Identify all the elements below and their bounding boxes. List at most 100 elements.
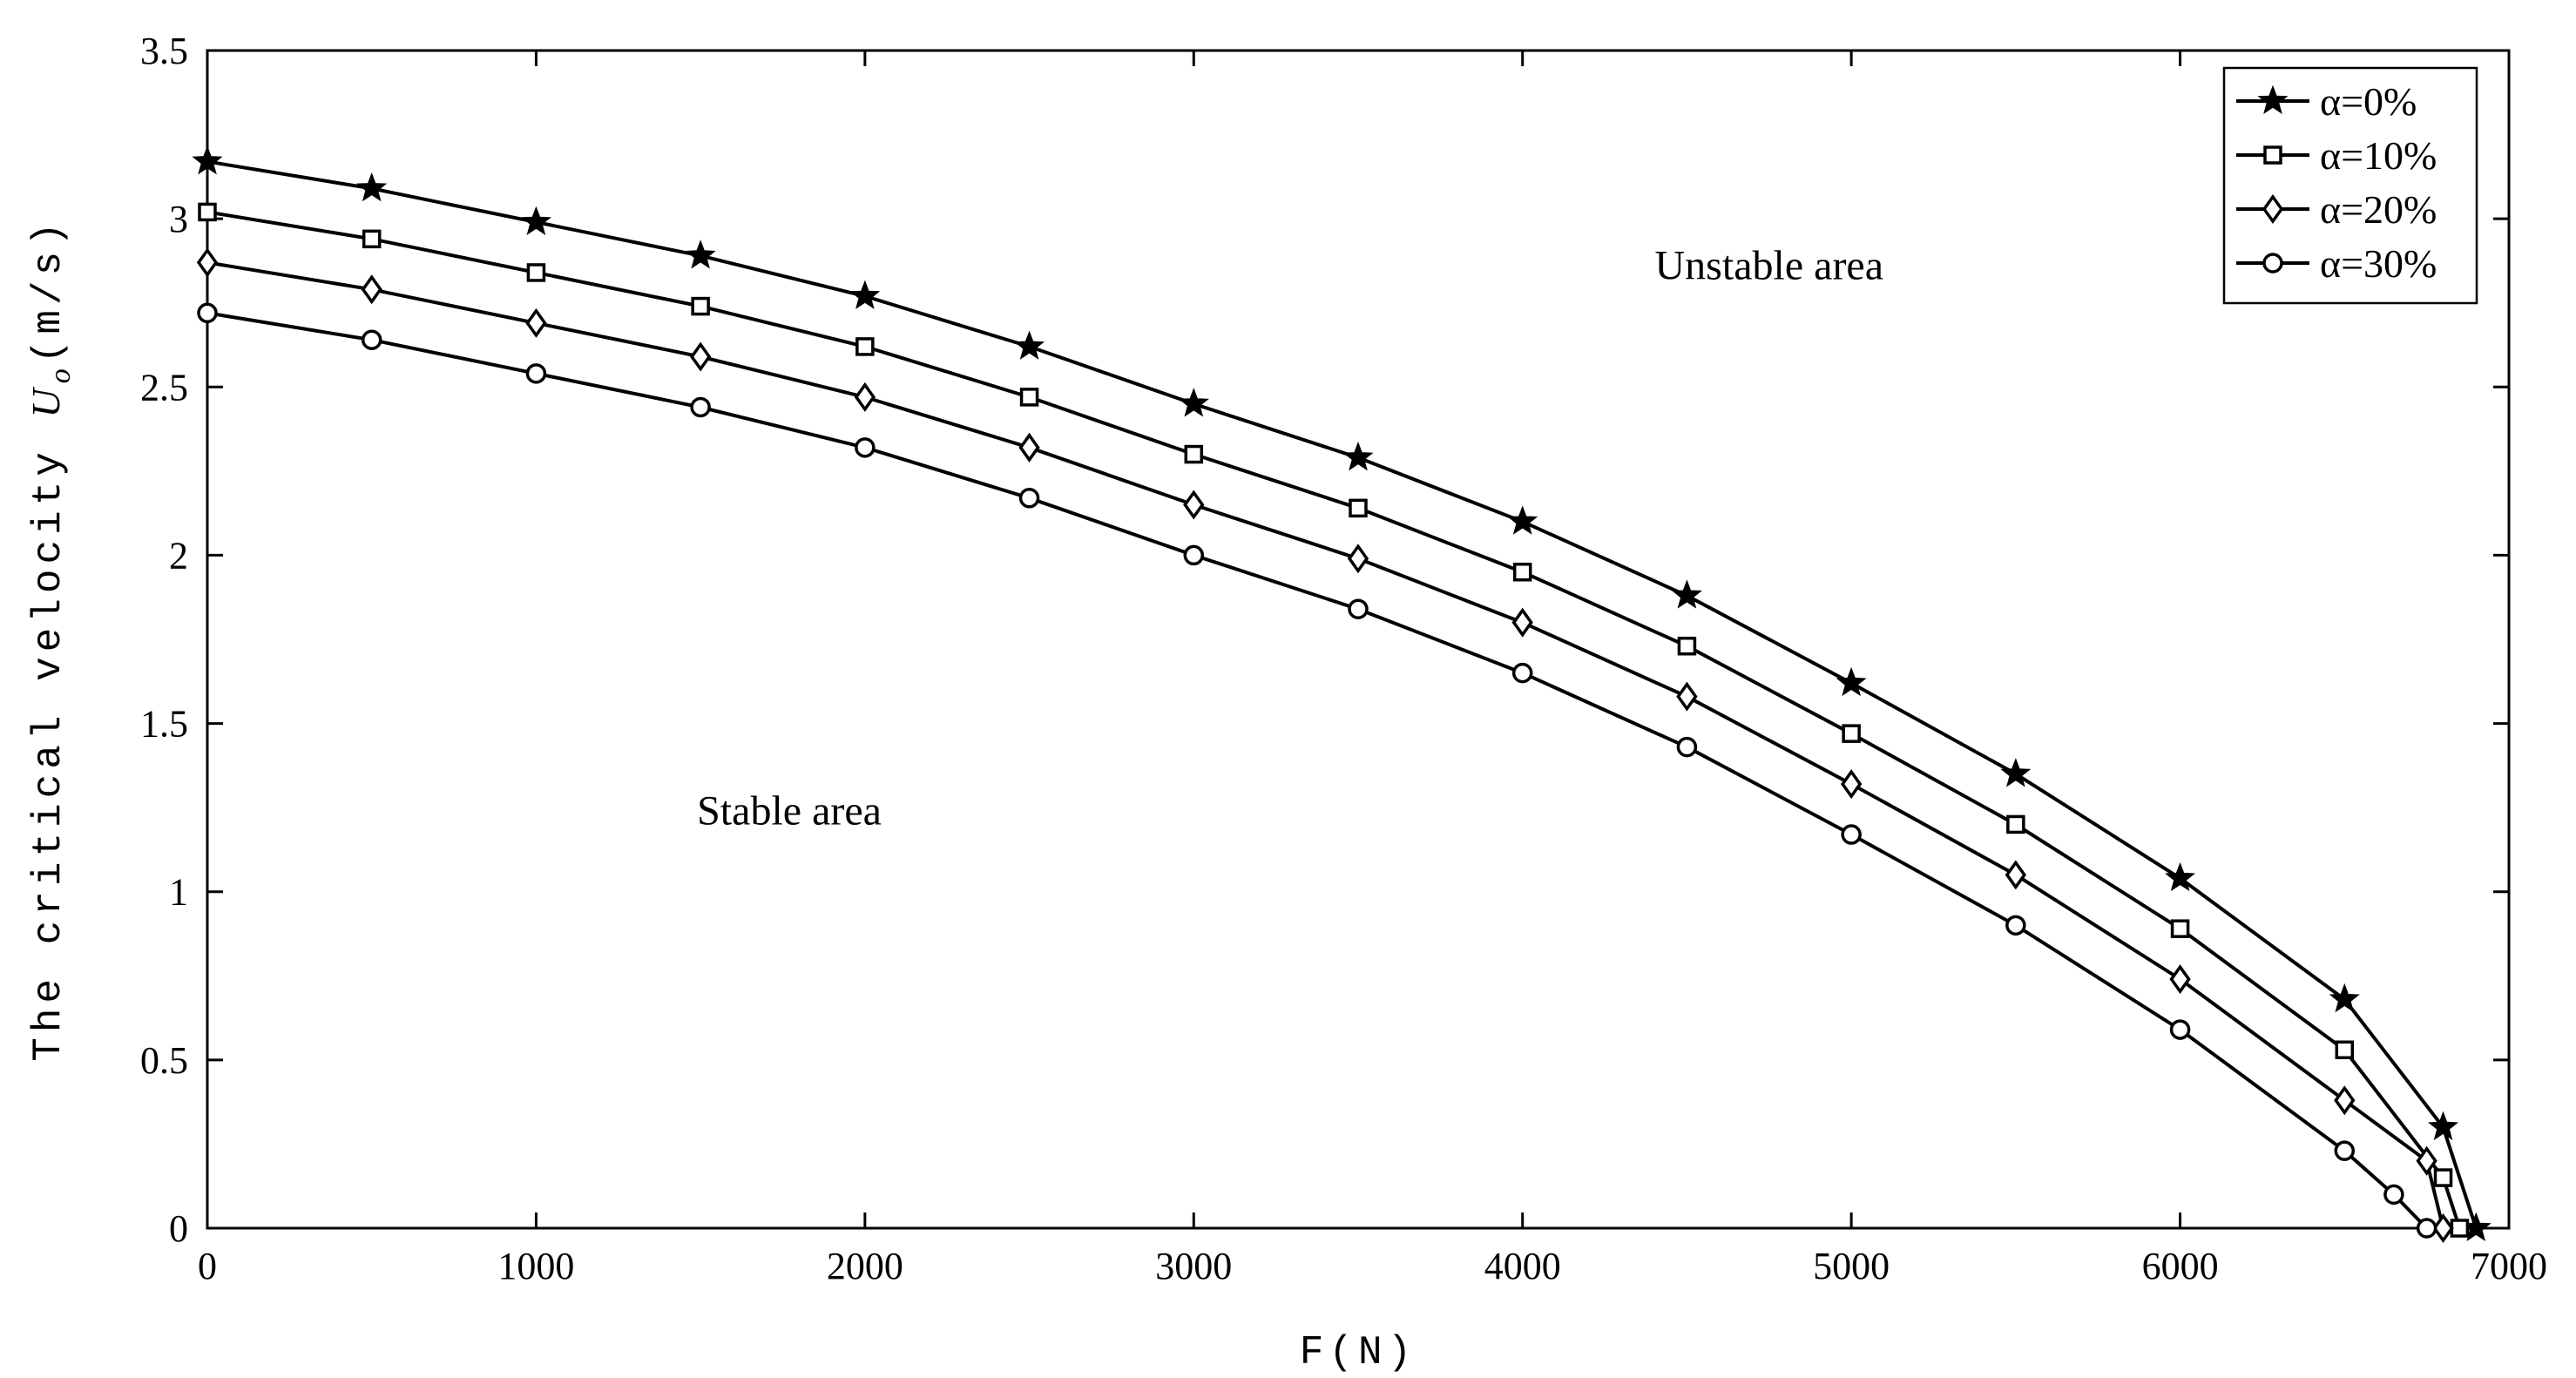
annotation-layer: Unstable area Stable area	[697, 243, 1883, 834]
series-line	[206, 260, 2445, 1229]
data-point-marker	[1507, 505, 1538, 535]
data-point-marker	[2427, 1111, 2459, 1141]
axis-ticks: 0 1000 2000 3000 4000 5000 6000 7000 0 0.5 1 1.5 2 2.…	[140, 30, 2547, 1287]
data-point-marker	[2416, 1218, 2437, 1239]
plot-frame	[206, 49, 2511, 1230]
data-point-marker	[2432, 1213, 2454, 1244]
data-point-marker	[192, 145, 223, 175]
data-point-marker	[2334, 1140, 2356, 1161]
data-point-marker	[854, 382, 876, 412]
data-point-marker	[525, 363, 547, 384]
legend-label: α=20%	[2320, 187, 2437, 232]
legend-marker	[2257, 84, 2289, 114]
data-point-marker	[2334, 1085, 2356, 1116]
data-point-marker	[1349, 498, 1368, 518]
data-point-marker	[2000, 758, 2032, 787]
y-tick-label: 2	[169, 534, 188, 577]
series-2	[198, 202, 2470, 1238]
x-tick-label: 6000	[2142, 1245, 2219, 1287]
x-tick-label: 5000	[1813, 1245, 1890, 1287]
data-point-marker	[2416, 1145, 2437, 1176]
data-point-marker	[1347, 544, 1369, 574]
data-point-marker	[1183, 544, 1205, 566]
data-point-marker	[356, 172, 388, 202]
data-point-marker	[1841, 824, 1862, 845]
x-tick-label: 7000	[2471, 1245, 2547, 1287]
y-tick-label: 3.5	[140, 30, 188, 72]
data-point-marker	[2005, 915, 2026, 936]
data-point-marker	[2006, 814, 2025, 834]
data-point-marker	[2169, 964, 2191, 995]
data-point-marker	[1183, 490, 1205, 520]
data-point-marker	[1018, 488, 1040, 509]
data-point-marker	[2165, 861, 2196, 892]
legend-marker	[2262, 253, 2283, 274]
x-tick-label: 1000	[497, 1245, 574, 1287]
data-point-marker	[1342, 441, 1374, 471]
data-point-marker	[361, 274, 382, 305]
data-point-marker	[1348, 598, 1369, 619]
data-point-marker	[362, 229, 382, 249]
legend: α=0% α=10% α=20% α=30%	[2222, 66, 2478, 305]
data-point-marker	[689, 341, 712, 372]
data-point-marker	[1836, 666, 1867, 697]
data-point-marker	[690, 396, 711, 418]
y-tick-label: 1.5	[140, 703, 188, 746]
legend-marker	[2262, 193, 2284, 225]
data-point-marker	[1512, 562, 1532, 582]
x-tick-label: 2000	[827, 1245, 903, 1287]
data-point-marker	[1018, 432, 1040, 463]
data-point-marker	[525, 307, 547, 338]
data-point-marker	[1178, 388, 1209, 417]
data-point-marker	[1014, 330, 1045, 360]
legend-label: α=30%	[2320, 241, 2437, 286]
series-line	[206, 159, 2478, 1229]
data-point-marker	[2383, 1184, 2404, 1206]
data-point-marker	[2433, 1168, 2453, 1187]
data-point-marker	[855, 337, 875, 356]
series-1	[192, 145, 2491, 1241]
legend-marker	[2263, 145, 2282, 165]
data-point-marker	[526, 263, 546, 282]
legend-label: α=0%	[2320, 79, 2417, 124]
y-axis-title-unit: (m/s)	[26, 217, 71, 363]
y-tick-label: 0.5	[140, 1039, 188, 1082]
y-tick-label: 2.5	[140, 366, 188, 409]
series-3	[196, 247, 2454, 1244]
data-point-marker	[198, 202, 217, 222]
data-point-marker	[1676, 736, 1698, 758]
y-axis-title-subscript: o	[44, 363, 77, 383]
series-line	[206, 210, 2462, 1229]
data-point-marker	[1184, 444, 1204, 464]
data-point-marker	[520, 206, 551, 235]
data-point-marker	[2170, 919, 2190, 938]
legend-label: α=10%	[2320, 133, 2437, 178]
data-point-marker	[2450, 1219, 2470, 1238]
annotation-label: Unstable area	[1655, 243, 1884, 289]
data-point-marker	[2335, 1040, 2355, 1060]
y-axis-title-prefix: The critical velocity	[26, 417, 71, 1061]
data-point-marker	[855, 437, 876, 458]
data-point-marker	[1677, 636, 1697, 656]
x-tick-label: 0	[198, 1245, 217, 1287]
y-axis-title: The critical velocity Uo(m/s)	[24, 217, 77, 1062]
data-point-marker	[1676, 681, 1698, 712]
y-tick-label: 3	[169, 198, 188, 240]
data-point-marker	[849, 280, 881, 309]
data-point-marker	[685, 240, 716, 269]
series-line	[206, 311, 2429, 1230]
data-point-marker	[1842, 724, 1861, 743]
x-tick-label: 3000	[1155, 1245, 1232, 1287]
data-point-marker	[2329, 983, 2360, 1013]
x-tick-label: 4000	[1484, 1245, 1561, 1287]
y-axis-title-symbol: U	[24, 383, 68, 417]
data-point-marker	[1511, 662, 1533, 684]
annotation-label: Stable area	[697, 787, 882, 834]
y-tick-label: 1	[169, 871, 188, 914]
data-point-marker	[361, 329, 382, 350]
data-point-marker	[2005, 860, 2027, 890]
data-point-marker	[2169, 1019, 2191, 1040]
data-point-marker	[1840, 769, 1863, 800]
x-axis-title: F(N)	[1300, 1330, 1416, 1375]
